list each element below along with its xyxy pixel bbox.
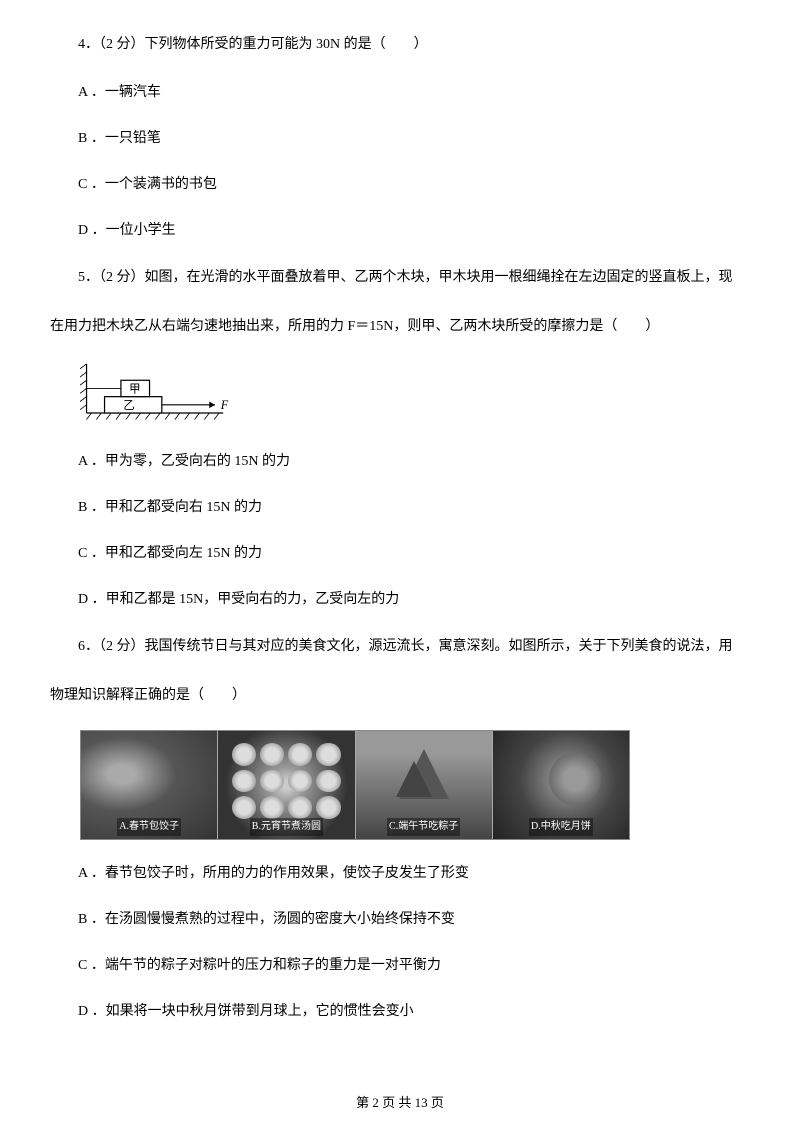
q6-food-images: A.春节包饺子 B.元宵节煮汤圆 C.端午节吃粽子 D.中秋吃月饼 bbox=[80, 730, 630, 840]
q5-option-c: C ．甲和乙都受向左 15N 的力 bbox=[50, 540, 750, 568]
q6-option-b: B ．在汤圆慢慢煮熟的过程中，汤圆的密度大小始终保持不变 bbox=[50, 906, 750, 934]
q4-option-d: D ．一位小学生 bbox=[50, 217, 750, 245]
block-bottom-label: 乙 bbox=[123, 399, 134, 412]
mooncake-overlay bbox=[549, 753, 601, 805]
q6-text1: 我国传统节日与其对应的美食文化，源远流长，寓意深刻。如图所示，关于下列美食的说法… bbox=[145, 639, 733, 654]
q5-option-d: D ．甲和乙都是 15N，甲受向右的力，乙受向左的力 bbox=[50, 586, 750, 614]
q5-stem-line1: 5．（2 分）如图，在光滑的水平面叠放着甲、乙两个木块，甲木块用一根细绳拴在左边… bbox=[50, 263, 750, 294]
force-label: F bbox=[220, 398, 229, 412]
q4-stem: 4．（2 分）下列物体所受的重力可能为 30N 的是（ ） bbox=[50, 30, 750, 61]
q4-option-b: B ．一只铅笔 bbox=[50, 125, 750, 153]
food-image-c: C.端午节吃粽子 bbox=[356, 731, 493, 839]
q4-option-c: C ．一个装满书的书包 bbox=[50, 171, 750, 199]
q5-number: 5． bbox=[78, 270, 99, 285]
blocks-diagram-svg: 乙 甲 F bbox=[80, 360, 260, 430]
q6-option-a: A ．春节包饺子时，所用的力的作用效果，使饺子皮发生了形变 bbox=[50, 860, 750, 888]
q5-points: （2 分） bbox=[99, 270, 145, 285]
q6-stem-line2: 物理知识解释正确的是（ ） bbox=[50, 681, 750, 712]
food-caption-d: D.中秋吃月饼 bbox=[529, 818, 593, 836]
q4-number: 4． bbox=[78, 37, 99, 52]
food-image-d: D.中秋吃月饼 bbox=[493, 731, 629, 839]
q4-points: （2 分） bbox=[99, 37, 145, 52]
q6-stem-line1: 6．（2 分）我国传统节日与其对应的美食文化，源远流长，寓意深刻。如图所示，关于… bbox=[50, 632, 750, 663]
page-footer: 第 2 页 共 13 页 bbox=[0, 1093, 800, 1114]
q4-stem-text: 下列物体所受的重力可能为 30N 的是（ ） bbox=[145, 37, 428, 52]
q5-diagram: 乙 甲 F bbox=[80, 360, 750, 430]
q6-points: （2 分） bbox=[99, 639, 145, 654]
block-top-label: 甲 bbox=[129, 384, 140, 396]
q5-option-a: A ．甲为零，乙受向右的 15N 的力 bbox=[50, 448, 750, 476]
q6-option-c: C ．端午节的粽子对粽叶的压力和粽子的重力是一对平衡力 bbox=[50, 952, 750, 980]
q5-option-b: B ．甲和乙都受向右 15N 的力 bbox=[50, 494, 750, 522]
q6-number: 6． bbox=[78, 639, 99, 654]
food-image-a: A.春节包饺子 bbox=[81, 731, 218, 839]
zongzi-overlay2 bbox=[396, 761, 432, 797]
food-caption-c: C.端午节吃粽子 bbox=[387, 818, 460, 836]
q5-stem-line2: 在用力把木块乙从右端匀速地抽出来，所用的力 F＝15N，则甲、乙两木块所受的摩擦… bbox=[50, 312, 750, 343]
q4-option-a: A ．一辆汽车 bbox=[50, 79, 750, 107]
food-caption-b: B.元宵节煮汤圆 bbox=[250, 818, 323, 836]
q5-text1: 如图，在光滑的水平面叠放着甲、乙两个木块，甲木块用一根细绳拴在左边固定的竖直板上… bbox=[145, 270, 733, 285]
food-caption-a: A.春节包饺子 bbox=[117, 818, 181, 836]
food-image-b: B.元宵节煮汤圆 bbox=[218, 731, 355, 839]
q6-option-d: D ．如果将一块中秋月饼带到月球上，它的惯性会变小 bbox=[50, 998, 750, 1026]
